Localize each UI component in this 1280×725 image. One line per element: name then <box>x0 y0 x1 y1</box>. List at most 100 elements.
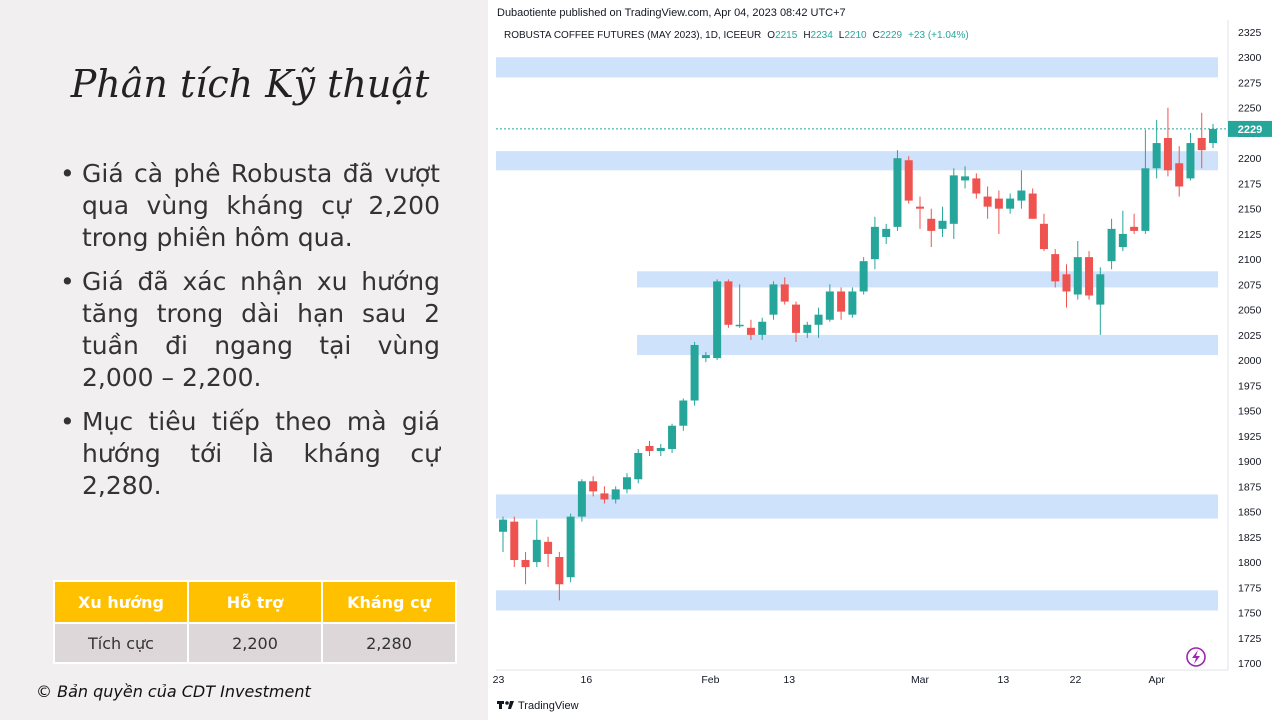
candle-body <box>1209 128 1218 144</box>
price-tick-label: 1750 <box>1238 608 1262 620</box>
time-tick-label: 16 <box>581 674 593 686</box>
candle-body <box>904 160 913 201</box>
price-tick-label: 2250 <box>1238 103 1262 115</box>
candle-body <box>1118 233 1127 248</box>
candle-body <box>555 556 564 585</box>
price-tick-label: 2200 <box>1238 153 1262 165</box>
price-tick-label: 1950 <box>1238 406 1262 418</box>
last-price-label: 2229 <box>1238 124 1262 136</box>
symbol-name: ROBUSTA COFFEE FUTURES (MAY 2023), 1D, I… <box>504 30 761 41</box>
slide-panel: Phân tích Kỹ thuật • Giá cà phê Robusta đ… <box>0 0 488 720</box>
candlestick-chart[interactable]: 2325230022752250222522002175215021252100… <box>490 0 1280 720</box>
zone-band <box>637 334 1218 356</box>
candle-body <box>1028 193 1037 219</box>
candle-body <box>1163 138 1172 171</box>
candle-body <box>656 447 665 451</box>
time-tick-label: Mar <box>911 674 930 686</box>
candle-body <box>1197 138 1206 151</box>
candle-body <box>1152 143 1161 169</box>
candle-body <box>510 521 519 561</box>
bullet-dot: • <box>60 407 75 436</box>
candle-body <box>1062 274 1071 292</box>
cell-trend: Tích cực <box>53 622 189 664</box>
candle-body <box>972 178 981 194</box>
candle-body <box>611 489 620 500</box>
candle-body <box>1073 257 1082 295</box>
candle-body <box>622 477 631 490</box>
bullet-dot: • <box>60 159 75 188</box>
price-tick-label: 2075 <box>1238 279 1262 291</box>
bullet-item: • Giá cà phê Robusta đã vượt qua vùng khá… <box>60 158 440 254</box>
zone-band <box>496 57 1218 78</box>
time-tick-label: Feb <box>701 674 719 686</box>
slide-title: Phân tích Kỹ thuật <box>70 62 430 106</box>
lightning-icon[interactable] <box>1186 647 1206 667</box>
candle-body <box>758 321 767 335</box>
candle-body <box>1186 143 1195 179</box>
price-tick-label: 1725 <box>1238 633 1262 645</box>
candle-body <box>803 324 812 333</box>
table-header-row: Xu hướng Hỗ trợ Kháng cự <box>53 580 457 624</box>
candle-body <box>701 355 710 359</box>
candle-body <box>724 281 733 325</box>
candle-body <box>634 453 643 480</box>
time-axis[interactable]: 23 16 Feb 13 Mar 13 22 Apr <box>493 674 1166 686</box>
price-tick-label: 1825 <box>1238 532 1262 544</box>
time-tick-label: 22 <box>1070 674 1082 686</box>
cell-support: 2,200 <box>187 622 323 664</box>
price-tick-label: 2025 <box>1238 330 1262 342</box>
candle-body <box>1107 228 1116 262</box>
copyright-text: © Bản quyền của CDT Investment <box>36 682 311 701</box>
tradingview-chart[interactable]: 2325230022752250222522002175215021252100… <box>490 0 1280 720</box>
candle-body <box>1130 226 1139 231</box>
cell-resistance: 2,280 <box>321 622 457 664</box>
candle-body <box>532 539 541 563</box>
price-tick-label: 2100 <box>1238 254 1262 266</box>
candle-body <box>814 314 823 325</box>
bullet-item: • Mục tiêu tiếp theo mà giá hướng tới là … <box>60 406 440 502</box>
bullet-text: Giá cà phê Robusta đã vượt qua vùng khán… <box>82 159 440 252</box>
candle-body <box>961 176 970 181</box>
candle-body <box>994 198 1003 209</box>
price-tick-label: 2300 <box>1238 52 1262 64</box>
candle-body <box>859 261 868 292</box>
time-tick-label: Apr <box>1148 674 1165 686</box>
zone-band <box>637 271 1218 288</box>
candle-body <box>1085 257 1094 296</box>
price-tick-label: 2125 <box>1238 229 1262 241</box>
candle-body <box>915 206 924 209</box>
zone-layer <box>496 57 1218 611</box>
zone-band <box>496 590 1218 611</box>
time-tick-label: 23 <box>493 674 505 686</box>
candle-body <box>870 226 879 260</box>
candle-body <box>735 324 744 327</box>
candle-body <box>1141 168 1150 231</box>
time-tick-label: 13 <box>783 674 795 686</box>
candle-body <box>825 291 834 320</box>
candle-body <box>668 425 677 449</box>
candle-body <box>1175 163 1184 187</box>
price-tick-label: 1925 <box>1238 431 1262 443</box>
candle-body <box>544 541 553 554</box>
candle-body <box>1051 254 1060 282</box>
price-tick-label: 2175 <box>1238 178 1262 190</box>
price-axis[interactable]: 2325230022752250222522002175215021252100… <box>1238 27 1262 670</box>
header-trend: Xu hướng <box>53 580 189 624</box>
price-tick-label: 2325 <box>1238 27 1262 39</box>
candle-body <box>893 158 902 227</box>
bullet-text: Mục tiêu tiếp theo mà giá hướng tới là k… <box>82 407 440 500</box>
price-tick-label: 1850 <box>1238 507 1262 519</box>
time-tick-label: 13 <box>998 674 1010 686</box>
candle-body <box>679 400 688 426</box>
candle-layer <box>499 107 1218 601</box>
price-tick-label: 2275 <box>1238 77 1262 89</box>
bullet-dot: • <box>60 267 75 296</box>
candle-body <box>499 519 507 532</box>
bullet-text: Giá đã xác nhận xu hướng tăng trong dài … <box>82 267 440 392</box>
candle-body <box>713 281 722 359</box>
candle-body <box>983 196 992 207</box>
table-row: Tích cực 2,200 2,280 <box>53 622 457 664</box>
candle-body <box>1096 274 1105 305</box>
candle-body <box>882 228 891 237</box>
bullet-item: • Giá đã xác nhận xu hướng tăng trong dài… <box>60 266 440 394</box>
